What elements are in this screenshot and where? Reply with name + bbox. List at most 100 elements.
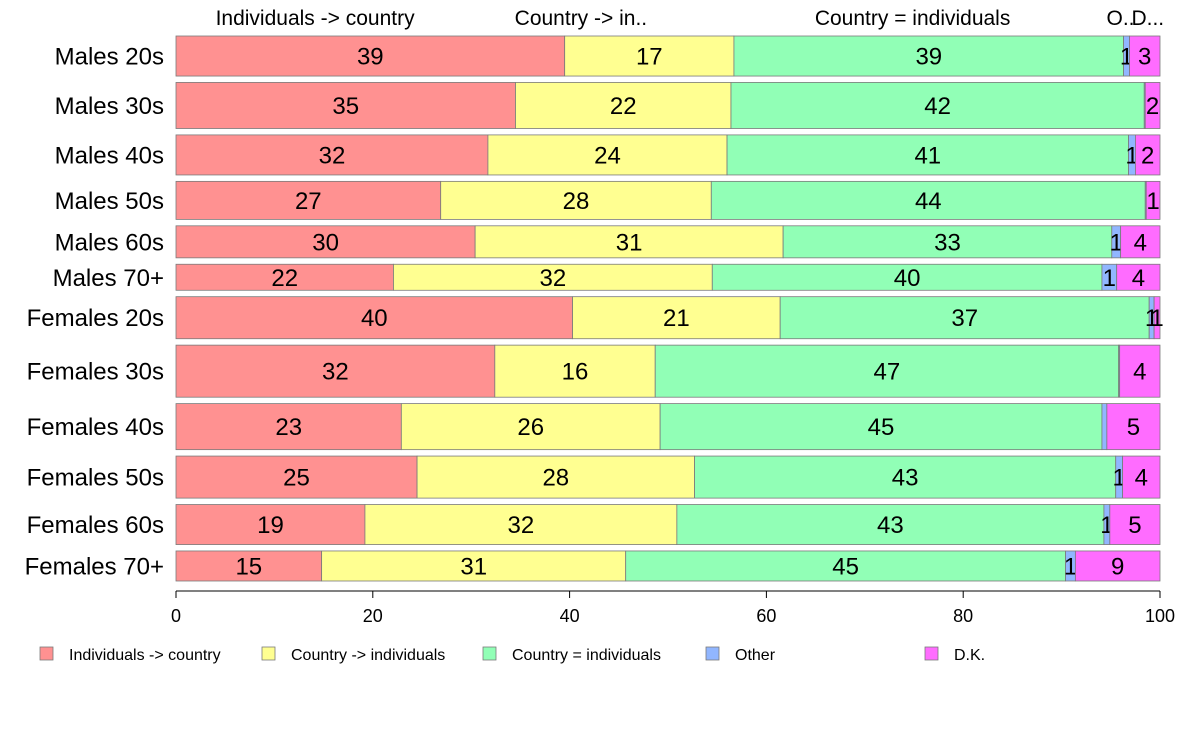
legend-swatch: [39, 646, 54, 661]
data-label: 45: [832, 554, 859, 581]
data-label: 39: [915, 44, 942, 71]
data-label: 40: [361, 305, 388, 332]
data-label: 32: [508, 512, 535, 539]
bar-segment: [175, 263, 394, 291]
data-label: 22: [271, 265, 298, 292]
bar-segment: [710, 180, 1146, 220]
data-label: 43: [892, 465, 919, 492]
data-label: 25: [283, 465, 310, 492]
category-label: Females 40s: [27, 414, 164, 441]
bar-segment: [572, 296, 781, 340]
bar-row-11: 15 31 45 1 9 Females 70+: [25, 550, 1161, 582]
bar-segment: [659, 403, 1103, 451]
bar-segment: [694, 455, 1117, 499]
data-label: 32: [540, 265, 567, 292]
data-label: 42: [924, 93, 951, 120]
category-label: Males 70+: [53, 265, 164, 292]
data-label: 37: [951, 305, 978, 332]
data-label: 23: [275, 414, 302, 441]
bar-segment: [175, 403, 402, 451]
bar-segment: [515, 82, 732, 129]
bar-segment: [1074, 550, 1161, 582]
data-label: 45: [868, 414, 895, 441]
data-label: 22: [610, 93, 637, 120]
bar-segment: [175, 82, 516, 129]
bar-segment: [1116, 263, 1161, 291]
data-label: 31: [616, 229, 643, 256]
bar-row-7: 32 16 47 4 Females 30s: [27, 344, 1161, 398]
data-label: 21: [663, 305, 690, 332]
data-label: 40: [894, 265, 921, 292]
x-tick-label: 20: [363, 606, 383, 626]
category-label: Males 50s: [55, 188, 164, 215]
x-tick-label: 60: [756, 606, 776, 626]
category-label: Males 20s: [55, 44, 164, 71]
category-label: Females 30s: [27, 359, 164, 386]
bar-segment: [564, 35, 735, 77]
legend-label: Other: [735, 647, 776, 664]
bar-segment: [1101, 403, 1108, 451]
data-label: 41: [914, 142, 941, 169]
data-label: 9: [1111, 554, 1124, 581]
bar-segment: [175, 180, 442, 220]
legend-label: Country = individuals: [512, 647, 661, 664]
data-label: 39: [357, 44, 384, 71]
bar-segment: [1119, 344, 1161, 398]
legend-swatch: [924, 646, 939, 661]
data-label: 5: [1128, 512, 1141, 539]
bar-segment: [1106, 403, 1161, 451]
legend-label: Individuals -> country: [69, 647, 221, 664]
bar-segment: [175, 225, 476, 259]
category-label: Males 60s: [55, 229, 164, 256]
legend-swatch: [705, 646, 720, 661]
data-label: 32: [319, 142, 346, 169]
category-label: Females 20s: [27, 305, 164, 332]
data-label: 28: [542, 465, 569, 492]
column-header-3: O..: [1106, 7, 1134, 30]
data-label: 16: [562, 359, 589, 386]
data-label: 28: [563, 188, 590, 215]
data-label: 35: [332, 93, 359, 120]
bar-segment: [1153, 296, 1161, 340]
data-label: 24: [594, 142, 621, 169]
x-tick-label: 100: [1145, 606, 1175, 626]
category-label: Females 60s: [27, 512, 164, 539]
data-label: 1: [1146, 188, 1159, 215]
bar-segment: [175, 35, 566, 77]
data-label: 43: [877, 512, 904, 539]
data-label: 4: [1132, 265, 1145, 292]
bar-segment: [416, 455, 695, 499]
data-label: 27: [295, 188, 322, 215]
bar-segment: [487, 134, 728, 176]
data-label: 15: [235, 554, 262, 581]
category-label: Males 30s: [55, 93, 164, 120]
bar-segment: [400, 403, 661, 451]
bar-segment: [175, 504, 366, 545]
legend-label: Country -> individuals: [291, 647, 445, 664]
data-label: 2: [1146, 93, 1159, 120]
bar-row-1: 35 22 42 2 Males 30s: [55, 82, 1161, 129]
bar-segment: [625, 550, 1066, 582]
bar-segment: [730, 82, 1145, 129]
bar-segment: [175, 134, 489, 176]
x-tick-label: 80: [953, 606, 973, 626]
data-label: 3: [1138, 44, 1151, 71]
bar-segment: [733, 35, 1124, 77]
bar-segment: [779, 296, 1150, 340]
bar-row-3: 27 28 44 1 Males 50s: [55, 180, 1161, 220]
data-label: 1: [1110, 229, 1123, 256]
bar-row-8: 23 26 45 5 Females 40s: [27, 403, 1161, 451]
bar-segment: [321, 550, 627, 582]
data-label: 30: [312, 229, 339, 256]
bar-segment: [364, 504, 678, 545]
bar-segment: [1109, 504, 1161, 545]
column-header-2: Country = individuals: [815, 7, 1011, 30]
data-label: 1: [1064, 554, 1077, 581]
x-axis: 0 20 40 60 80 100: [171, 590, 1175, 626]
data-label: 4: [1133, 359, 1146, 386]
category-label: Females 50s: [27, 465, 164, 492]
category-label: Females 70+: [25, 554, 164, 581]
